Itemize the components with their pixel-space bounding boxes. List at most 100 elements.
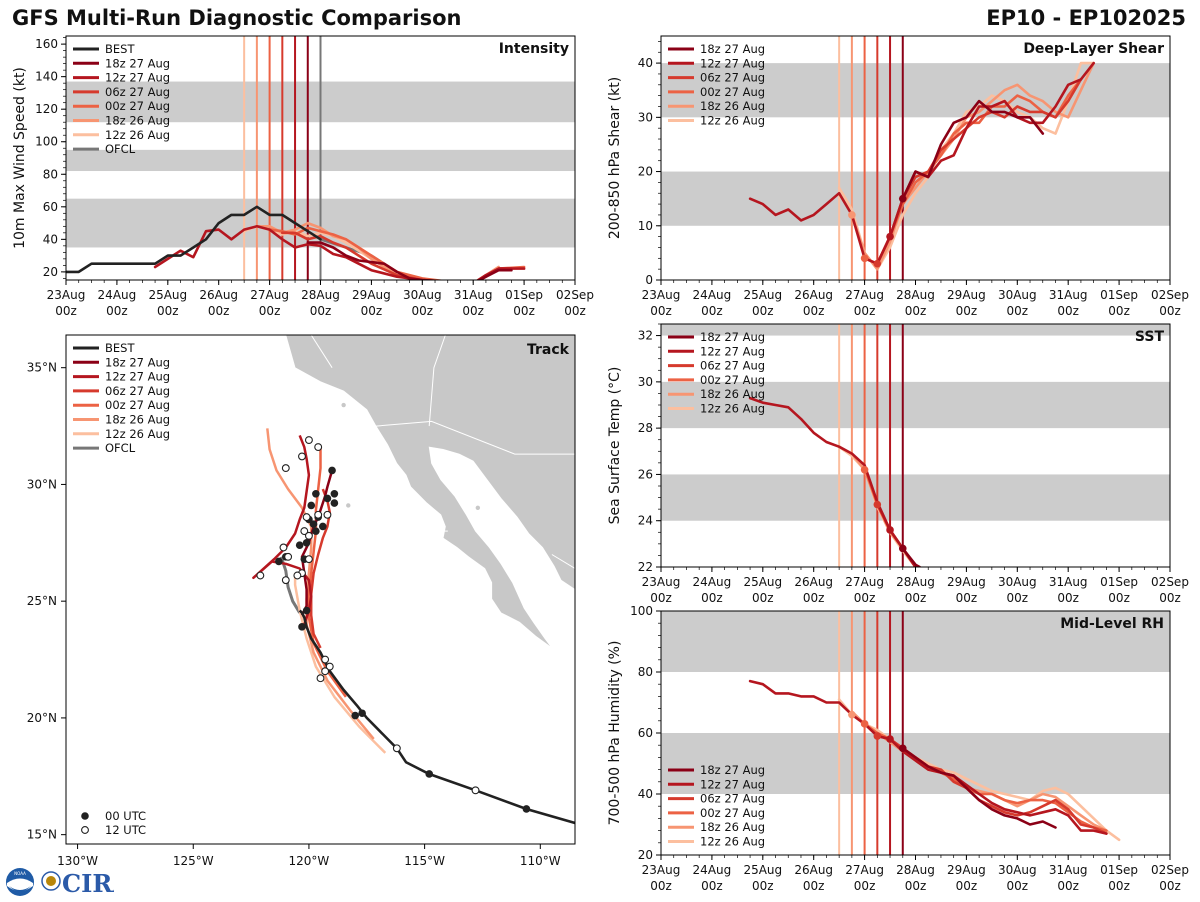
x-tick-label: 00z bbox=[701, 304, 723, 318]
island bbox=[341, 402, 346, 408]
init-marker bbox=[873, 259, 882, 268]
x-tick-label: 24Aug bbox=[693, 575, 732, 589]
x-tick-label: 31Aug bbox=[1049, 575, 1088, 589]
legend-label: OFCL bbox=[105, 142, 136, 156]
x-tick-label: 00z bbox=[361, 304, 383, 318]
x-tick-label: 125°W bbox=[173, 854, 214, 868]
x-tick-label: 00z bbox=[803, 304, 825, 318]
y-tick-label: 80 bbox=[43, 167, 58, 181]
marker-12utc bbox=[304, 555, 313, 564]
init-marker bbox=[898, 194, 907, 203]
climatology-band bbox=[661, 733, 1170, 794]
x-tick-label: 00z bbox=[462, 304, 484, 318]
marker-12utc bbox=[321, 655, 330, 664]
panel-rh: 20 40 60 80 100 23Aug 00z 24Aug 00z 25Aug 00z 26Aug… bbox=[607, 604, 1189, 893]
x-tick-label: 00z bbox=[1108, 304, 1130, 318]
legend-label: 18z 26 Aug bbox=[700, 820, 765, 834]
legend-label: 12z 27 Aug bbox=[700, 777, 765, 791]
x-tick-label: 00z bbox=[701, 879, 723, 893]
series-line bbox=[748, 396, 917, 567]
series-line bbox=[306, 241, 513, 280]
climatology-band bbox=[661, 324, 1170, 336]
model-track bbox=[252, 434, 313, 625]
y-tick-label: 20 bbox=[638, 848, 653, 862]
x-tick-label: 26Aug bbox=[794, 288, 833, 302]
legend-label: 18z 26 Aug bbox=[105, 413, 170, 427]
series-line bbox=[153, 225, 526, 280]
legend-label: 12 UTC bbox=[105, 823, 146, 837]
marker-12utc bbox=[471, 786, 480, 795]
x-tick-label: 24Aug bbox=[693, 288, 732, 302]
y-tick-label: 20 bbox=[638, 165, 653, 179]
marker-12utc bbox=[293, 571, 302, 580]
best-track bbox=[298, 609, 575, 825]
marker-12utc bbox=[304, 436, 313, 445]
series-line bbox=[850, 710, 1108, 832]
x-tick-label: 02Sep bbox=[1151, 288, 1189, 302]
y-tick-label: 0 bbox=[645, 273, 653, 287]
x-tick-label: 00z bbox=[956, 591, 978, 605]
marker-00utc bbox=[307, 501, 316, 510]
init-marker bbox=[886, 735, 894, 743]
climatology-band bbox=[661, 474, 1170, 521]
x-tick-label: 00z bbox=[905, 879, 927, 893]
x-tick-label: 00z bbox=[650, 591, 672, 605]
x-tick-label: 00z bbox=[854, 879, 876, 893]
legend-label: 18z 27 Aug bbox=[105, 56, 170, 70]
x-tick-label: 28Aug bbox=[896, 288, 935, 302]
marker-12utc bbox=[256, 571, 265, 580]
x-tick-label: 00z bbox=[513, 304, 535, 318]
y-tick-label: 28 bbox=[638, 421, 653, 435]
marker-12utc bbox=[323, 510, 332, 519]
x-tick-label: 00z bbox=[1007, 304, 1029, 318]
x-tick-label: 23Aug bbox=[642, 575, 681, 589]
x-tick-label: 27Aug bbox=[845, 288, 884, 302]
legend-marker-12 bbox=[81, 826, 89, 834]
x-tick-label: 00z bbox=[1007, 879, 1029, 893]
marker-12utc bbox=[316, 674, 325, 683]
y-tick-label: 120 bbox=[35, 102, 58, 116]
x-tick-label: 29Aug bbox=[947, 575, 986, 589]
legend-label: BEST bbox=[105, 341, 135, 355]
x-tick-label: 25Aug bbox=[743, 863, 782, 877]
series-line bbox=[901, 746, 1057, 829]
ofcl-track bbox=[279, 556, 301, 614]
marker-00utc bbox=[319, 522, 327, 531]
init-marker bbox=[886, 526, 894, 534]
marker-12utc bbox=[392, 744, 401, 753]
y-tick-label: 20 bbox=[43, 265, 58, 279]
x-tick-label: 00z bbox=[208, 304, 230, 318]
x-tick-label: 00z bbox=[564, 304, 586, 318]
x-tick-label: 00z bbox=[1057, 879, 1079, 893]
marker-12utc bbox=[281, 576, 290, 585]
legend-label: 12z 26 Aug bbox=[700, 114, 765, 128]
marker-00utc bbox=[351, 711, 360, 720]
y-tick-label: 30 bbox=[638, 110, 653, 124]
x-tick-label: 00z bbox=[55, 304, 77, 318]
x-tick-label: 02Sep bbox=[556, 288, 594, 302]
legend-label: 18z 27 Aug bbox=[700, 763, 765, 777]
y-tick-label: 22 bbox=[638, 560, 653, 574]
legend-label: 00 UTC bbox=[105, 809, 146, 823]
init-marker bbox=[860, 254, 869, 263]
legend-label: 18z 27 Aug bbox=[700, 330, 765, 344]
x-tick-label: 00z bbox=[956, 304, 978, 318]
init-marker bbox=[873, 732, 882, 740]
x-tick-label: 00z bbox=[157, 304, 179, 318]
cira-logo: CIRA bbox=[41, 869, 131, 898]
climatology-band bbox=[661, 611, 1170, 672]
plot-area-intensity bbox=[66, 36, 575, 280]
x-tick-label: 110°W bbox=[520, 854, 561, 868]
x-tick-label: 00z bbox=[1007, 591, 1029, 605]
panel-shear: 0 10 20 30 40 23Aug 00z 24Aug 00z 25Aug 00z 26Aug 00… bbox=[607, 35, 1189, 318]
model-track bbox=[293, 573, 387, 754]
y-tick-label: 160 bbox=[35, 37, 58, 51]
marker-00utc bbox=[330, 489, 339, 498]
x-tick-label: 00z bbox=[752, 304, 774, 318]
marker-12utc bbox=[325, 662, 334, 671]
marker-00utc bbox=[328, 466, 336, 475]
x-tick-label: 31Aug bbox=[1049, 863, 1088, 877]
y-axis-label: 10m Max Wind Speed (kt) bbox=[12, 67, 28, 249]
